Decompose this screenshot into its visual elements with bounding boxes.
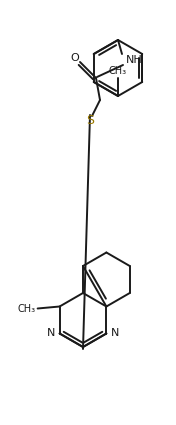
Text: S: S xyxy=(86,113,94,127)
Text: NH: NH xyxy=(126,55,143,65)
Text: N: N xyxy=(110,328,119,337)
Text: CH₃: CH₃ xyxy=(109,66,127,76)
Text: N: N xyxy=(47,328,56,337)
Text: O: O xyxy=(71,53,79,63)
Text: CH₃: CH₃ xyxy=(17,303,36,314)
